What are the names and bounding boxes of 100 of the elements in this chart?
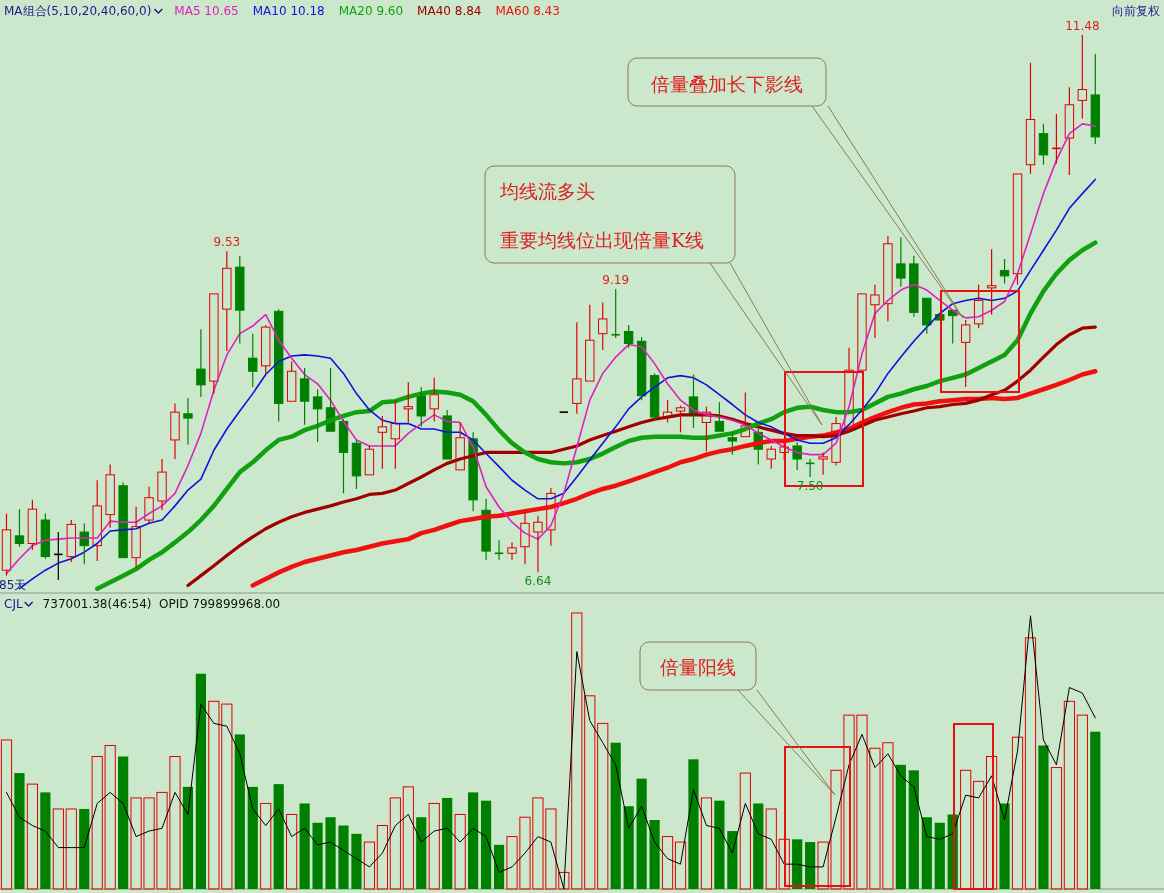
text: MA20 9.60 xyxy=(338,4,404,18)
candlestick xyxy=(157,458,167,511)
bar xyxy=(674,841,687,890)
bar xyxy=(908,770,919,889)
bar xyxy=(416,817,427,889)
candlestick xyxy=(896,236,906,288)
bar xyxy=(714,800,725,889)
bar xyxy=(1024,637,1037,890)
bar xyxy=(273,784,284,889)
bar xyxy=(428,802,440,890)
bar xyxy=(1090,731,1101,889)
candlestick xyxy=(14,508,25,548)
candlestick xyxy=(546,487,556,547)
bar xyxy=(960,769,972,890)
bar xyxy=(480,800,492,889)
bar xyxy=(895,764,906,889)
bar xyxy=(14,773,25,889)
bar xyxy=(402,786,414,890)
candlestick xyxy=(922,297,932,335)
bar xyxy=(1063,700,1075,890)
candlestick xyxy=(196,328,206,398)
candlestick xyxy=(507,541,517,561)
candlestick xyxy=(209,293,219,395)
bar xyxy=(325,817,336,889)
candlestick xyxy=(494,539,505,561)
bar xyxy=(234,734,245,889)
annotation: 9.53 xyxy=(213,235,241,250)
bar xyxy=(40,792,51,889)
annotation: 9.19 xyxy=(602,272,630,287)
bar xyxy=(493,844,505,889)
candlestick xyxy=(740,391,751,438)
candlestick xyxy=(986,248,997,316)
bar xyxy=(649,820,660,889)
candlestick xyxy=(585,304,595,382)
text: 向前复权 xyxy=(1112,4,1160,18)
candlestick xyxy=(170,402,180,460)
bar xyxy=(0,739,13,890)
bar xyxy=(52,808,64,890)
bar xyxy=(182,786,194,889)
bar xyxy=(1038,745,1049,889)
bar xyxy=(454,813,466,890)
text: MA5 10.65 xyxy=(174,4,239,18)
bar xyxy=(299,803,310,889)
candlestick xyxy=(390,399,401,470)
candlestick xyxy=(831,416,841,467)
bar xyxy=(468,792,479,889)
candlestick xyxy=(131,506,141,569)
candlestick xyxy=(883,235,893,322)
candlestick xyxy=(144,486,154,524)
candlestick xyxy=(183,397,193,446)
candlestick xyxy=(844,347,854,430)
bar xyxy=(1050,767,1063,890)
chart-title: MA组合(5,10,20,40,60,0) xyxy=(4,4,152,18)
bar xyxy=(727,831,738,889)
bar xyxy=(195,673,207,889)
text: MA60 8.43 xyxy=(495,4,560,18)
candlestick xyxy=(118,481,128,559)
bar xyxy=(636,778,647,889)
bar xyxy=(389,797,401,890)
candlestick xyxy=(520,511,530,565)
annotation: 倍量阳线 xyxy=(660,656,736,678)
bar xyxy=(118,756,129,889)
bar xyxy=(805,842,816,889)
chart-title: CJL xyxy=(4,597,23,611)
bar xyxy=(351,833,362,889)
candlestick xyxy=(857,293,867,371)
bar xyxy=(1011,736,1024,890)
annotation: 重要均线位出现倍量K线 xyxy=(500,229,705,251)
bar xyxy=(792,839,803,889)
bar xyxy=(79,808,90,889)
bar xyxy=(65,808,77,890)
bar xyxy=(999,803,1010,889)
bar xyxy=(610,742,621,889)
bar xyxy=(247,786,258,889)
annotation: 85天 xyxy=(0,578,27,592)
bar xyxy=(934,822,945,889)
annotation: 均线流多头 xyxy=(499,180,595,202)
annotation: 11.48 xyxy=(1065,19,1100,33)
candlestick xyxy=(572,321,582,415)
bar xyxy=(26,783,39,890)
bar xyxy=(973,780,985,890)
bar xyxy=(442,797,453,889)
candlestick xyxy=(533,515,543,573)
bar xyxy=(286,813,298,890)
bar xyxy=(338,825,349,889)
bar xyxy=(623,806,634,889)
bar xyxy=(363,841,376,890)
text: MA10 10.18 xyxy=(252,4,325,18)
bar xyxy=(986,756,998,890)
chart-subtitle: 737001.38(46:54) OPID 799899968.00 xyxy=(42,597,281,611)
annotation: 6.64 xyxy=(524,574,552,589)
bar xyxy=(700,797,713,890)
bar xyxy=(661,836,674,890)
bar xyxy=(260,802,272,890)
annotation: 倍量叠加长下影线 xyxy=(651,73,803,95)
bar xyxy=(312,822,323,889)
candlestick xyxy=(714,401,725,432)
candlestick xyxy=(870,284,880,339)
bar xyxy=(376,825,388,890)
bar xyxy=(739,772,751,890)
